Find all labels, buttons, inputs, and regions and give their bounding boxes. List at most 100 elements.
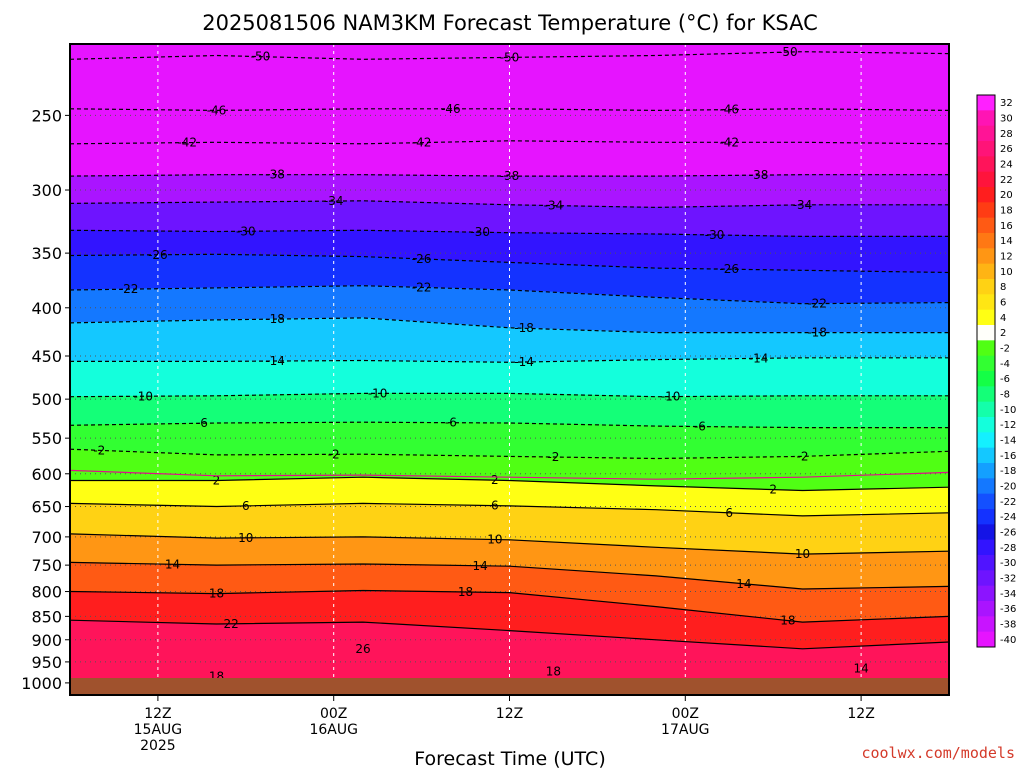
colorbar: 32 30 28 26 24 22 20 18 16 14 12 10 8 6 4 2 -2 -4 -6 -8 -10 -… — [976, 94, 1016, 648]
x-tick-label: 00Z — [672, 706, 699, 722]
contour-label: -30 — [470, 225, 490, 239]
contour-line — [70, 589, 949, 623]
colorbar-label: 14 — [1000, 236, 1013, 247]
colorbar-label: -36 — [1000, 604, 1016, 615]
temperature-bands — [70, 44, 949, 695]
colorbar-label: -8 — [1000, 390, 1010, 401]
colorbar-label: -40 — [1000, 635, 1016, 646]
colorbar-label: -14 — [1000, 436, 1016, 447]
y-tick-label: 600 — [31, 465, 62, 484]
contour-label: -30 — [236, 224, 256, 238]
colorbar-label: 26 — [1000, 144, 1013, 155]
colorbar-swatch — [977, 478, 995, 495]
credit-link[interactable]: coolwx.com/models — [861, 744, 1015, 762]
contour-label: -46 — [441, 102, 461, 116]
contour-label: -14 — [514, 355, 534, 369]
colorbar-label: -32 — [1000, 574, 1016, 585]
x-tick-label: 12Z — [496, 706, 523, 722]
colorbar-swatch — [977, 156, 995, 173]
contour-label: -18 — [807, 326, 827, 340]
contour-label: -38 — [500, 169, 520, 183]
y-tick-label: 800 — [31, 583, 62, 602]
colorbar-swatch — [977, 294, 995, 311]
colorbar-label: -2 — [1000, 344, 1010, 355]
colorbar-swatch — [977, 309, 995, 326]
colorbar-swatch — [977, 248, 995, 265]
contour-label: -34 — [324, 194, 344, 208]
contour-line — [70, 502, 949, 517]
contour-label: 6 — [725, 506, 733, 520]
chart-title: 2025081506 NAM3KM Forecast Temperature (… — [202, 11, 818, 35]
colorbar-swatch — [977, 616, 995, 633]
contour-label: -2 — [93, 443, 105, 457]
contour-label: -34 — [793, 198, 813, 212]
contour-label: 18 — [209, 587, 224, 601]
colorbar-swatch — [977, 539, 995, 556]
colorbar-label: 2 — [1000, 328, 1006, 339]
colorbar-swatch — [977, 386, 995, 403]
colorbar-frame — [976, 94, 996, 648]
contour-label: -18 — [265, 312, 285, 326]
colorbar-swatch — [977, 217, 995, 234]
contour-label: -10 — [368, 386, 388, 400]
contour-label: -14 — [265, 354, 285, 368]
colorbar-swatch — [977, 524, 995, 541]
contour-label: -46 — [719, 103, 739, 117]
y-tick-label: 900 — [31, 631, 62, 650]
contour-label: 6 — [491, 499, 499, 513]
colorbar-swatch — [977, 125, 995, 142]
freezing-line — [70, 469, 949, 480]
contour-label: 14 — [165, 557, 180, 571]
colorbar-label: -10 — [1000, 405, 1016, 416]
colorbar-label: 28 — [1000, 129, 1013, 140]
colorbar-swatch — [977, 463, 995, 479]
colorbar-label: -22 — [1000, 497, 1016, 508]
contour-label: -26 — [148, 248, 168, 262]
contour-label: 22 — [224, 617, 239, 631]
colorbar-swatch — [977, 340, 995, 357]
y-tick-label: 450 — [31, 347, 62, 366]
colorbar-swatch — [977, 570, 995, 587]
contour-line — [70, 476, 949, 492]
y-tick-label: 300 — [31, 181, 62, 200]
contour-label: 2 — [213, 474, 221, 488]
colorbar-swatch — [977, 493, 995, 510]
y-tick-label: 550 — [31, 429, 62, 448]
contour-label: 10 — [238, 531, 253, 545]
contour-label: -26 — [719, 262, 739, 276]
contour-label: -42 — [177, 136, 197, 150]
contour-label: -50 — [251, 50, 271, 64]
y-tick-label: 250 — [31, 106, 62, 125]
colorbar-label: -34 — [1000, 589, 1016, 600]
colorbar-swatch — [977, 585, 995, 602]
contour-label: -34 — [544, 199, 564, 213]
colorbar-label: -38 — [1000, 620, 1016, 631]
colorbar-swatch — [977, 355, 995, 372]
colorbar-swatch — [977, 601, 995, 617]
x-tick-label: 12Z — [847, 706, 874, 722]
contour-line — [70, 561, 949, 590]
contour-label: 14 — [853, 661, 868, 675]
colorbar-swatch — [977, 401, 995, 418]
colorbar-label: -18 — [1000, 466, 1016, 477]
contour-label: -22 — [119, 282, 139, 296]
contour-label: 10 — [487, 533, 502, 547]
contour-label: -10 — [133, 389, 153, 403]
x-tick-label: 2025 — [140, 738, 176, 754]
colorbar-swatch — [977, 233, 995, 249]
colorbar-label: 24 — [1000, 160, 1013, 171]
colorbar-label: -30 — [1000, 558, 1016, 569]
temperature-band — [70, 357, 949, 398]
colorbar-swatch — [977, 202, 995, 219]
x-tick-label: 12Z — [144, 706, 171, 722]
colorbar-label: 6 — [1000, 298, 1006, 309]
x-tick-label: 17AUG — [661, 722, 710, 738]
colorbar-label: 32 — [1000, 98, 1013, 109]
colorbar-swatch — [977, 187, 995, 203]
colorbar-label: 10 — [1000, 267, 1013, 278]
colorbar-swatch — [977, 631, 995, 648]
contour-label: -22 — [807, 297, 827, 311]
x-tick-label: 16AUG — [309, 722, 358, 738]
